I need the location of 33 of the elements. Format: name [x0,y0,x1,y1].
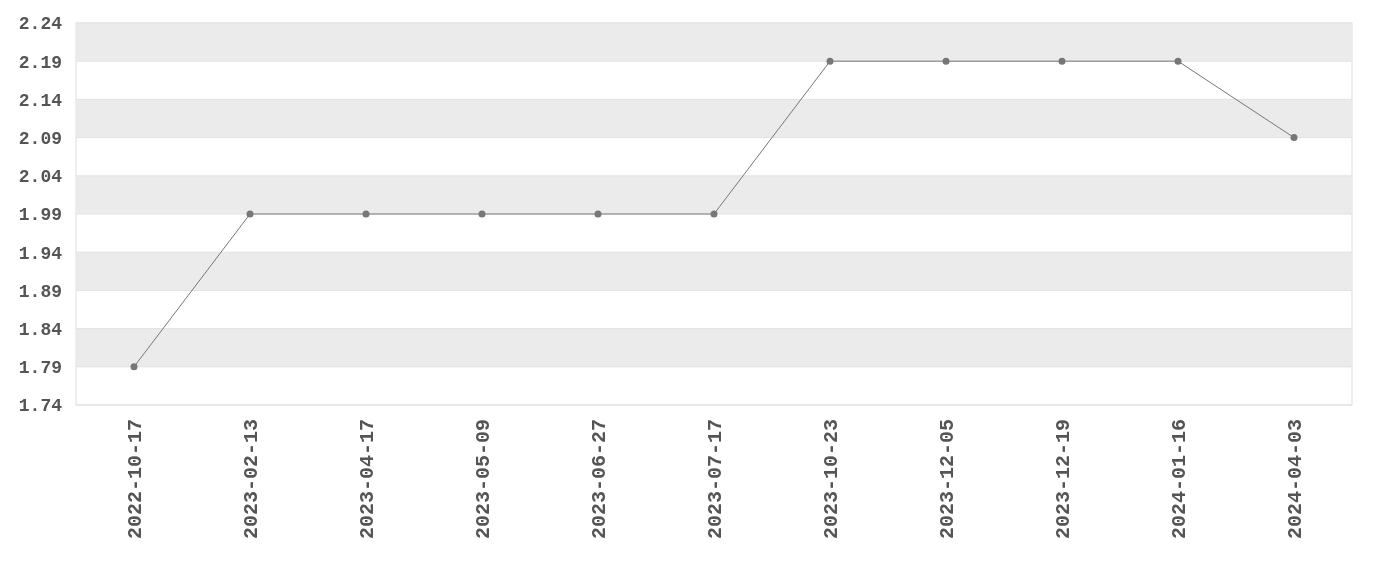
y-tick-label: 2.19 [18,52,62,73]
y-tick-label: 2.24 [18,14,63,35]
y-tick-label: 1.89 [18,281,62,302]
point [710,210,718,218]
point [594,210,602,218]
point [362,210,370,218]
y-tick-label: 2.04 [18,167,63,188]
point [1290,134,1298,142]
point [246,210,254,218]
x-tick-label: 2023-05-09 [472,419,495,540]
y-tick-label: 1.79 [18,358,62,379]
x-tick-label: 2023-06-27 [588,419,611,540]
y-tick-label: 1.84 [18,319,63,340]
x-tick-label: 2024-04-03 [1284,419,1307,540]
x-tick-label: 2023-12-19 [1052,419,1075,540]
x-tick-label: 2023-07-17 [704,419,727,540]
y-tick-label: 2.14 [18,90,63,111]
x-tick-label: 2023-12-05 [936,419,959,540]
point [1058,57,1066,65]
point [942,57,950,65]
x-tick-label: 2023-10-23 [820,419,843,540]
point [478,210,486,218]
x-tick-label: 2023-04-17 [356,419,379,540]
point [1174,57,1182,65]
x-tick-label: 2022-10-17 [124,419,147,540]
point [130,363,138,371]
y-tick-label: 1.99 [18,205,62,226]
y-tick-label: 1.94 [18,243,63,264]
y-tick-label: 1.74 [18,396,63,417]
y-tick-label: 2.09 [18,128,62,149]
x-tick-label: 2024-01-16 [1168,419,1191,540]
point [826,57,834,65]
x-tick-label: 2023-02-13 [240,419,263,540]
